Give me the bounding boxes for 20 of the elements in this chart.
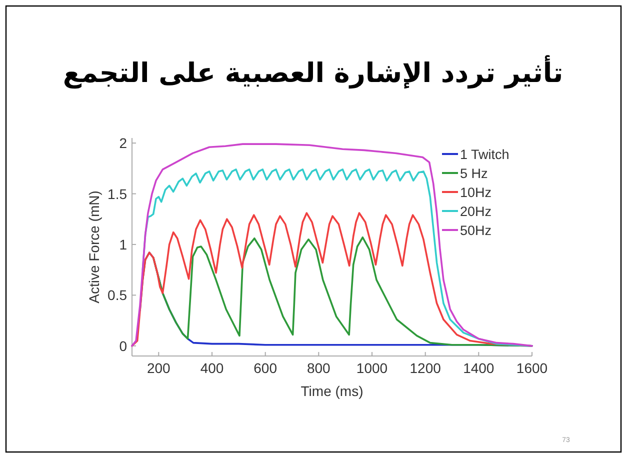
x-tick-label: 1400 — [463, 360, 494, 376]
x-tick-label: 600 — [254, 360, 278, 376]
y-tick-label: 2 — [119, 135, 128, 152]
legend-label: 1 Twitch — [460, 147, 510, 162]
y-tick-label: 1 — [119, 236, 128, 252]
legend-label: 20Hz — [460, 204, 492, 219]
x-tick-label: 1200 — [410, 360, 442, 376]
x-tick-label: 1000 — [356, 360, 388, 376]
legend-label: 50Hz — [460, 223, 492, 238]
x-axis-title: Time (ms) — [300, 383, 364, 399]
legend-label: 5 Hz — [460, 166, 488, 181]
y-tick-label: 0.5 — [108, 287, 128, 304]
x-tick-label: 200 — [146, 360, 171, 376]
x-tick-label: 800 — [306, 360, 331, 376]
y-tick-label: 1.5 — [108, 186, 128, 202]
y-axis-title: Active Force (mN) — [86, 190, 102, 304]
legend-label: 10Hz — [460, 185, 492, 200]
x-tick-label: 400 — [200, 360, 224, 376]
x-tick-label: 1600 — [516, 360, 548, 376]
y-tick-label: 0 — [119, 338, 128, 354]
